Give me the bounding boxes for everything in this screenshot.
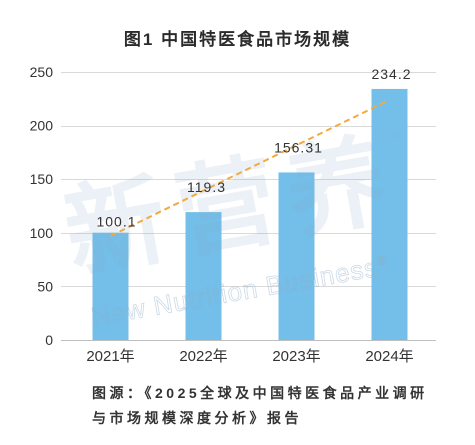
y-tick-label: 0 bbox=[45, 332, 53, 348]
data-label: 100.1 bbox=[96, 214, 136, 230]
bar-3 bbox=[278, 172, 315, 340]
y-tick-label: 150 bbox=[30, 171, 54, 187]
data-label: 156.31 bbox=[274, 139, 323, 155]
bar-1 bbox=[92, 232, 129, 340]
trend-line bbox=[110, 98, 390, 237]
x-tick-label: 2022年 bbox=[179, 348, 227, 365]
chart-labels: 0 50 100 150 200 250 100.1 2021年 119.3 2022年 156.3… bbox=[30, 64, 414, 365]
y-tick-label: 200 bbox=[30, 118, 54, 134]
data-label: 234.2 bbox=[371, 66, 411, 82]
trend-overlay bbox=[110, 98, 390, 237]
x-tick-label: 2021年 bbox=[86, 348, 134, 365]
bar-2 bbox=[185, 212, 222, 340]
registered-mark: ® bbox=[389, 126, 403, 144]
x-tick-label: 2024年 bbox=[365, 348, 413, 365]
bars bbox=[92, 88, 408, 341]
source-note-line: 图源：《2025全球及中国特医食品产业调研 bbox=[92, 385, 428, 401]
source-note: 图源：《2025全球及中国特医食品产业调研 与市场规模深度分析》报告 bbox=[92, 381, 462, 431]
y-tick-label: 50 bbox=[37, 278, 53, 294]
y-tick-label: 100 bbox=[30, 225, 54, 241]
bar-4 bbox=[371, 88, 408, 341]
data-label: 119.3 bbox=[187, 179, 226, 195]
registered-mark: ® bbox=[376, 252, 389, 269]
x-tick-label: 2023年 bbox=[272, 348, 320, 365]
chart-title: 图1 中国特医食品市场规模 bbox=[123, 30, 352, 49]
source-note-line: 与市场规模深度分析》报告 bbox=[92, 410, 302, 426]
y-tick-label: 250 bbox=[30, 64, 54, 80]
